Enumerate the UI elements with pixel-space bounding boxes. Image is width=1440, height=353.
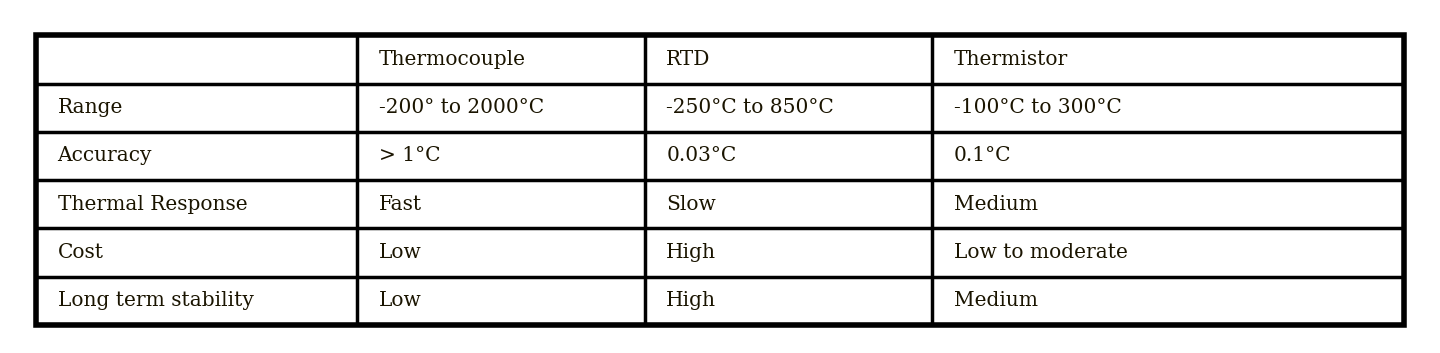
Text: 0.1°C: 0.1°C: [953, 146, 1011, 166]
Text: High: High: [667, 243, 716, 262]
Text: -200° to 2000°C: -200° to 2000°C: [379, 98, 544, 117]
Text: 0.03°C: 0.03°C: [667, 146, 737, 166]
Text: High: High: [667, 291, 716, 310]
Text: > 1°C: > 1°C: [379, 146, 441, 166]
Text: Range: Range: [58, 98, 122, 117]
Text: Thermal Response: Thermal Response: [58, 195, 248, 214]
Text: Accuracy: Accuracy: [58, 146, 153, 166]
Text: Low to moderate: Low to moderate: [953, 243, 1128, 262]
Text: Medium: Medium: [953, 195, 1038, 214]
Text: Thermocouple: Thermocouple: [379, 50, 526, 69]
Text: -100°C to 300°C: -100°C to 300°C: [953, 98, 1122, 117]
Bar: [36, 35, 1404, 325]
Text: Low: Low: [379, 243, 422, 262]
Text: RTD: RTD: [667, 50, 711, 69]
Text: Long term stability: Long term stability: [58, 291, 253, 310]
Text: Thermistor: Thermistor: [953, 50, 1068, 69]
Text: Cost: Cost: [58, 243, 104, 262]
Text: Fast: Fast: [379, 195, 422, 214]
Text: Low: Low: [379, 291, 422, 310]
Text: Medium: Medium: [953, 291, 1038, 310]
Text: Slow: Slow: [667, 195, 716, 214]
Text: -250°C to 850°C: -250°C to 850°C: [667, 98, 834, 117]
